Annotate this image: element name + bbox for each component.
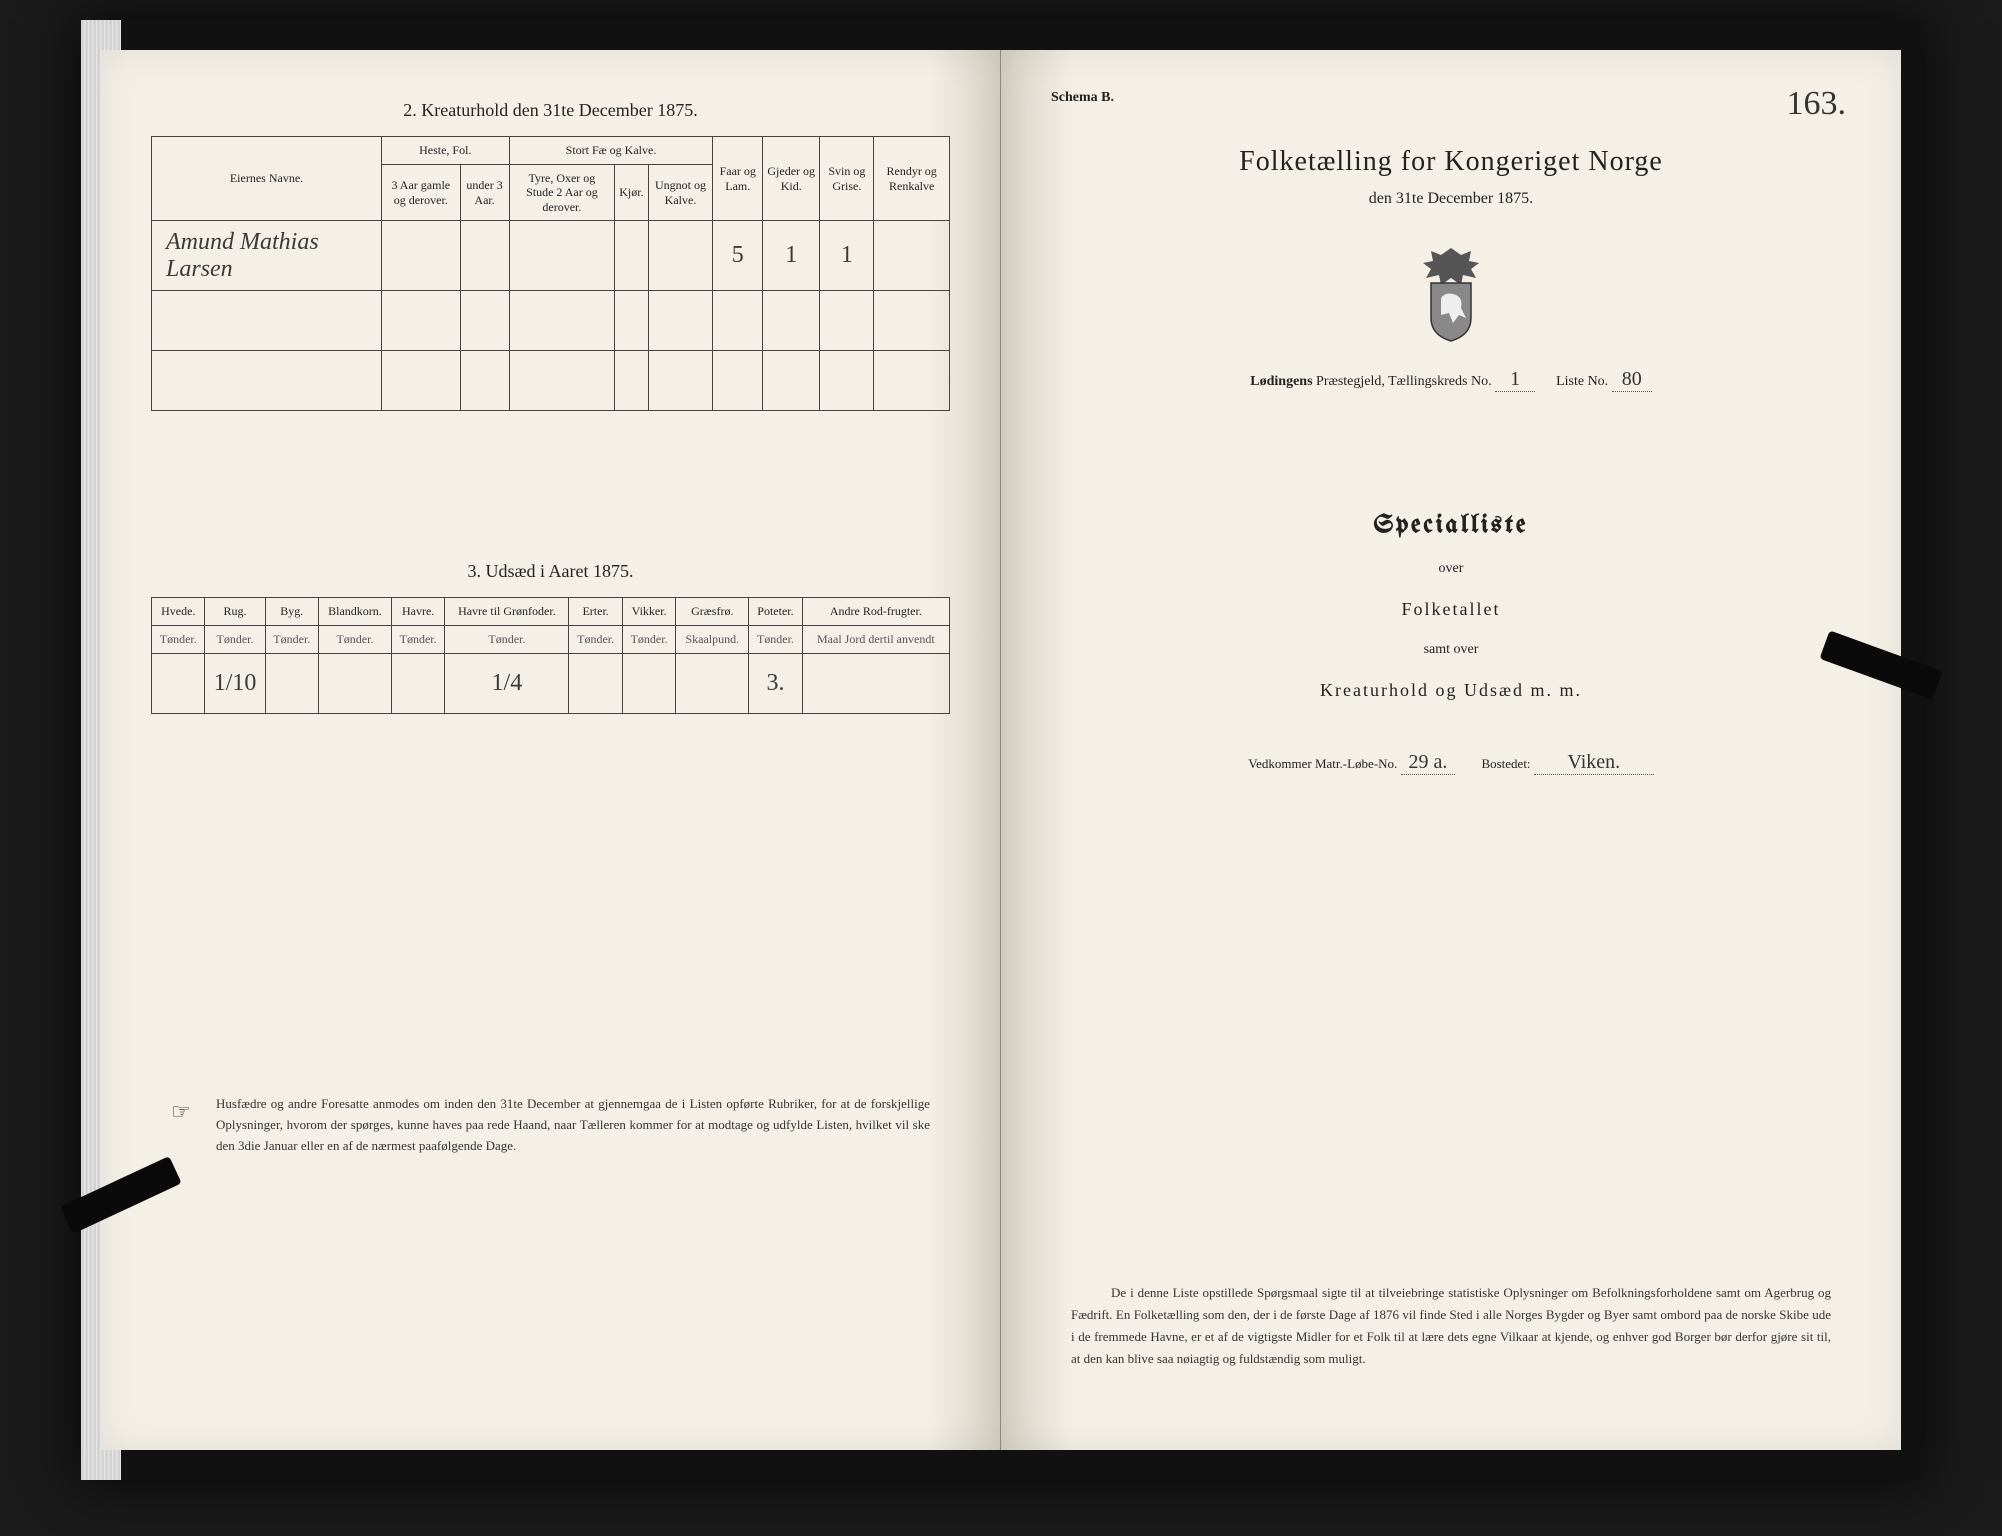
col-fae: Stort Fæ og Kalve. — [509, 137, 713, 165]
col-svin: Svin og Grise. — [820, 137, 874, 221]
kreds-no: 1 — [1495, 368, 1535, 392]
unit-label: Tønder. — [749, 626, 802, 654]
sowing-table: Hvede. Rug. Byg. Blandkorn. Havre. Havre… — [151, 597, 950, 714]
owner-name: Amund Mathias Larsen — [152, 221, 382, 291]
vedkommer-line: Vedkommer Matr.-Løbe-No. 29 a. Bostedet:… — [1051, 751, 1851, 775]
clip-icon — [60, 1156, 181, 1234]
col-rug: Rug. — [205, 598, 265, 626]
livestock-table: Eiernes Navne. Heste, Fol. Stort Fæ og K… — [151, 136, 950, 411]
val-havre-gron: 1/4 — [445, 654, 569, 714]
col-blandkorn: Blandkorn. — [319, 598, 392, 626]
matr-no: 29 a. — [1401, 751, 1456, 775]
val-gjeder: 1 — [763, 221, 820, 291]
specialliste-title: Specialliste — [1051, 512, 1851, 539]
bosted-value: Viken. — [1534, 751, 1654, 775]
unit-label: Tønder. — [152, 626, 205, 654]
note-text: Husfædre og andre Foresatte anmodes om i… — [216, 1094, 930, 1156]
unit-label: Tønder. — [391, 626, 444, 654]
col-havre: Havre. — [391, 598, 444, 626]
sub-heste2: under 3 Aar. — [460, 165, 509, 221]
census-title: Folketælling for Kongeriget Norge — [1051, 146, 1851, 178]
folketallet-label: Folketallet — [1051, 599, 1851, 620]
open-book: 2. Kreaturhold den 31te December 1875. E… — [81, 20, 1921, 1480]
col-name: Eiernes Navne. — [152, 137, 382, 221]
sub-heste1: 3 Aar gamle og derover. — [382, 165, 461, 221]
col-ren: Rendyr og Renkalve — [874, 137, 950, 221]
table-row: 1/10 1/4 3. — [152, 654, 950, 714]
bosted-label: Bostedet: — [1481, 756, 1533, 771]
val-rug: 1/10 — [205, 654, 265, 714]
table-row — [152, 351, 950, 411]
section2-title: 2. Kreaturhold den 31te December 1875. — [151, 100, 950, 121]
samt-over-label: samt over — [1051, 642, 1851, 658]
val-faar: 5 — [713, 221, 763, 291]
unit-label: Tønder. — [265, 626, 318, 654]
census-date: den 31te December 1875. — [1051, 190, 1851, 208]
page-number: 163. — [1787, 85, 1847, 123]
right-page: 163. Schema B. Folketælling for Kongerig… — [1001, 50, 1901, 1450]
instruction-note: ☞ Husfædre og andre Foresatte anmodes om… — [151, 1094, 950, 1156]
kreatur-line: Kreaturhold og Udsæd m. m. — [1051, 680, 1851, 701]
liste-label: Liste No. — [1556, 374, 1612, 389]
parish-name: Lødingens — [1250, 374, 1312, 389]
val-poteter: 3. — [749, 654, 802, 714]
parish-label: Præstegjeld, Tællingskreds No. — [1316, 374, 1495, 389]
sub-fae2: Kjør. — [615, 165, 648, 221]
col-poteter: Poteter. — [749, 598, 802, 626]
val-svin: 1 — [820, 221, 874, 291]
parish-line: Lødingens Præstegjeld, Tællingskreds No.… — [1051, 368, 1851, 392]
unit-label: Tønder. — [445, 626, 569, 654]
col-erter: Erter. — [569, 598, 622, 626]
footer-paragraph: De i denne Liste opstillede Spørgsmaal s… — [1071, 1282, 1831, 1370]
unit-label: Tønder. — [622, 626, 675, 654]
col-andre: Andre Rod-frugter. — [802, 598, 949, 626]
col-graesfro: Græsfrø. — [676, 598, 749, 626]
col-faar: Faar og Lam. — [713, 137, 763, 221]
unit-label: Tønder. — [569, 626, 622, 654]
col-gjeder: Gjeder og Kid. — [763, 137, 820, 221]
section3-title: 3. Udsæd i Aaret 1875. — [151, 561, 950, 582]
vedkommer-label: Vedkommer Matr.-Løbe-No. — [1248, 756, 1400, 771]
unit-label: Skaalpund. — [676, 626, 749, 654]
sub-fae1: Tyre, Oxer og Stude 2 Aar og derover. — [509, 165, 615, 221]
table-row — [152, 291, 950, 351]
unit-label: Tønder. — [319, 626, 392, 654]
col-havre-gron: Havre til Grønfoder. — [445, 598, 569, 626]
sub-fae3: Ungnot og Kalve. — [648, 165, 713, 221]
coat-of-arms-icon — [1411, 243, 1491, 343]
left-page: 2. Kreaturhold den 31te December 1875. E… — [101, 50, 1001, 1450]
table-row: Amund Mathias Larsen 5 1 1 — [152, 221, 950, 291]
unit-label: Maal Jord dertil anvendt — [802, 626, 949, 654]
col-byg: Byg. — [265, 598, 318, 626]
unit-label: Tønder. — [205, 626, 265, 654]
col-hvede: Hvede. — [152, 598, 205, 626]
col-heste: Heste, Fol. — [382, 137, 510, 165]
col-vikker: Vikker. — [622, 598, 675, 626]
over-label: over — [1051, 561, 1851, 577]
liste-no: 80 — [1612, 368, 1652, 392]
pointing-hand-icon: ☞ — [171, 1094, 201, 1156]
schema-label: Schema B. — [1051, 90, 1851, 106]
